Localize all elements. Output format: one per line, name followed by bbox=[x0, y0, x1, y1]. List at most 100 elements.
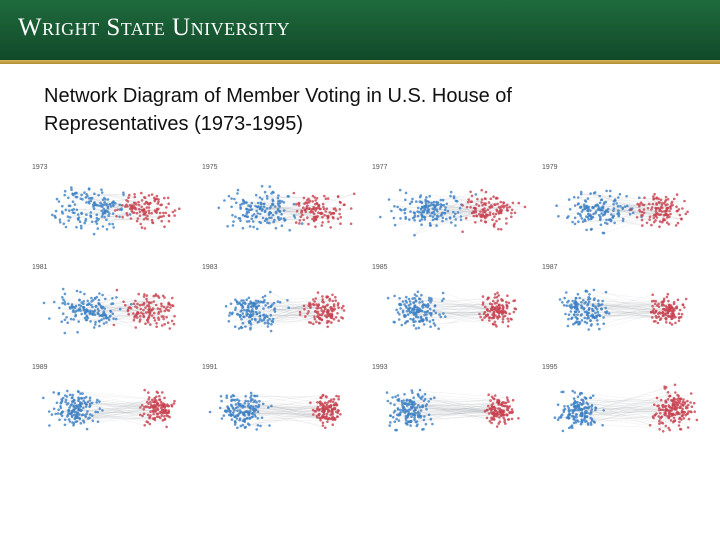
member-node bbox=[472, 211, 476, 214]
member-node bbox=[423, 392, 427, 396]
member-node bbox=[429, 397, 433, 401]
member-node bbox=[501, 304, 504, 307]
member-node bbox=[173, 209, 177, 212]
member-node bbox=[512, 310, 516, 314]
member-node bbox=[250, 398, 253, 401]
member-node bbox=[163, 415, 166, 418]
vote-edge bbox=[259, 301, 315, 322]
member-node bbox=[78, 401, 82, 404]
member-node bbox=[89, 214, 93, 218]
vote-edge bbox=[248, 410, 317, 414]
member-node bbox=[250, 318, 254, 321]
member-node bbox=[428, 307, 432, 311]
member-node bbox=[505, 208, 509, 212]
vote-edge bbox=[80, 410, 154, 415]
member-node bbox=[77, 308, 81, 311]
member-node bbox=[497, 407, 500, 410]
vote-edge bbox=[250, 310, 322, 330]
vote-edge bbox=[270, 306, 339, 308]
member-node bbox=[572, 195, 576, 199]
member-node bbox=[607, 312, 611, 315]
vote-edge bbox=[421, 206, 510, 216]
member-node bbox=[320, 313, 324, 317]
edge-layer bbox=[52, 187, 173, 229]
member-node bbox=[641, 214, 644, 217]
member-node bbox=[416, 290, 420, 294]
member-node bbox=[267, 306, 270, 309]
member-node bbox=[325, 207, 329, 210]
vote-edge bbox=[670, 194, 678, 215]
member-node bbox=[92, 207, 96, 210]
vote-edge bbox=[77, 391, 83, 404]
vote-edge bbox=[267, 192, 294, 197]
member-node bbox=[658, 407, 661, 410]
vote-edge bbox=[263, 403, 320, 410]
vote-edge bbox=[103, 297, 173, 314]
vote-edge bbox=[99, 311, 112, 327]
member-node bbox=[667, 315, 670, 318]
member-node bbox=[266, 319, 270, 322]
member-node bbox=[651, 293, 654, 296]
member-node bbox=[655, 216, 659, 219]
member-node bbox=[331, 299, 334, 303]
member-node bbox=[409, 210, 412, 213]
democrat-cluster bbox=[385, 388, 436, 432]
vote-edge bbox=[422, 406, 492, 420]
member-node bbox=[597, 313, 600, 316]
member-node bbox=[418, 219, 422, 222]
member-node bbox=[239, 206, 242, 209]
member-node bbox=[455, 200, 459, 203]
member-node bbox=[271, 213, 275, 217]
member-node bbox=[317, 211, 320, 215]
democrat-cluster bbox=[553, 389, 605, 433]
member-node bbox=[419, 315, 423, 319]
member-node bbox=[243, 414, 247, 417]
vote-edge bbox=[144, 197, 162, 217]
member-node bbox=[319, 207, 322, 211]
member-node bbox=[259, 424, 262, 428]
vote-edge bbox=[477, 199, 492, 206]
member-node bbox=[162, 411, 165, 415]
member-node bbox=[313, 196, 317, 199]
member-node bbox=[266, 325, 270, 328]
member-node bbox=[269, 290, 272, 294]
member-node bbox=[280, 224, 284, 227]
member-node bbox=[157, 310, 161, 314]
member-node bbox=[102, 322, 106, 325]
member-node bbox=[448, 216, 452, 219]
vote-edge bbox=[613, 207, 662, 217]
member-node bbox=[326, 325, 329, 329]
member-node bbox=[553, 416, 557, 419]
vote-edge bbox=[62, 303, 79, 322]
member-node bbox=[396, 205, 399, 209]
member-node bbox=[90, 303, 93, 307]
member-node bbox=[411, 407, 414, 410]
member-node bbox=[254, 193, 258, 197]
member-node bbox=[334, 295, 337, 299]
vote-edge bbox=[641, 215, 682, 220]
member-node bbox=[101, 225, 105, 228]
vote-edge bbox=[617, 194, 678, 215]
member-node bbox=[313, 315, 316, 318]
member-node bbox=[658, 225, 661, 228]
member-node bbox=[599, 215, 602, 219]
member-node bbox=[412, 301, 415, 305]
republican-cluster bbox=[298, 291, 346, 329]
member-node bbox=[105, 228, 109, 231]
member-node bbox=[474, 221, 477, 224]
member-node bbox=[95, 401, 98, 404]
member-node bbox=[663, 411, 667, 415]
member-node bbox=[583, 316, 587, 320]
member-node bbox=[162, 317, 165, 321]
member-node bbox=[234, 403, 238, 406]
member-node bbox=[61, 396, 65, 400]
member-node bbox=[88, 399, 92, 402]
member-node bbox=[503, 310, 507, 313]
member-node bbox=[497, 399, 501, 403]
vote-edge bbox=[410, 404, 502, 422]
member-node bbox=[599, 223, 603, 227]
vote-edge bbox=[235, 399, 319, 416]
member-node bbox=[572, 313, 576, 316]
member-node bbox=[665, 407, 668, 411]
member-node bbox=[286, 195, 290, 198]
